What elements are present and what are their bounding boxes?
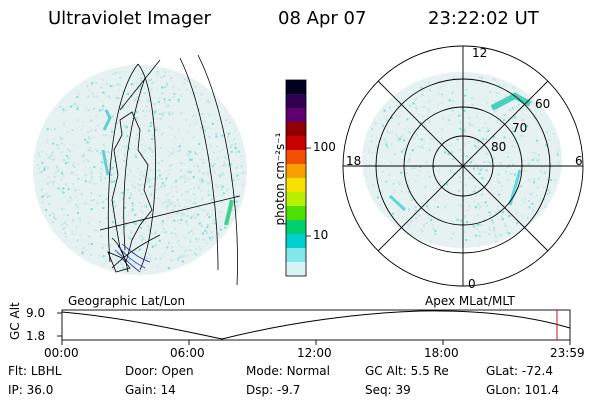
info-ip: IP: 36.0 <box>8 383 54 397</box>
colorbar-cell <box>286 94 306 109</box>
time-tick-1800: 18:00 <box>424 346 459 360</box>
terminator-lines <box>114 243 151 273</box>
time-tick-0000: 00:00 <box>44 346 79 360</box>
info-door: Door: Open <box>125 364 194 378</box>
mlt-label-12: 12 <box>472 46 488 60</box>
geographic-label: Geographic Lat/Lon <box>68 294 186 308</box>
colorbar-cell <box>286 108 306 123</box>
info-gc-alt: GC Alt: 5.5 Re <box>365 364 449 378</box>
info-flt: Flt: LBHL <box>8 364 62 378</box>
time-tick-0600: 06:00 <box>170 346 205 360</box>
altitude-plot <box>57 309 571 345</box>
lat-label-60: 60 <box>535 97 551 111</box>
geographic-grid <box>99 54 241 286</box>
alt-tick-9: 9.0 <box>26 306 46 320</box>
apex-label: Apex MLat/MLT <box>425 294 515 308</box>
colorbar-cell <box>286 220 306 235</box>
info-dsp: Dsp: -9.7 <box>246 383 301 397</box>
alt-tick-1-8: 1.8 <box>26 329 46 343</box>
coastline <box>107 111 153 273</box>
colorbar-tick-10: 10 <box>313 228 329 242</box>
time-tick-2359: 23:59 <box>550 346 585 360</box>
colorbar-cell <box>286 248 306 263</box>
colorbar-cell <box>286 150 306 165</box>
info-mode: Mode: Normal <box>246 364 330 378</box>
mlt-label-0: 0 <box>468 277 476 291</box>
lat-label-70: 70 <box>512 121 528 135</box>
info-glon: GLon: 101.4 <box>486 383 559 397</box>
colorbar-cell <box>286 178 306 193</box>
polar-plot <box>342 45 584 287</box>
date-label: 08 Apr 07 <box>278 8 367 29</box>
time-tick-1200: 12:00 <box>297 346 332 360</box>
colorbar-cell <box>286 164 306 179</box>
geographic-image <box>33 54 247 286</box>
mlt-label-6: 6 <box>575 154 583 168</box>
colorbar <box>285 79 311 277</box>
mlt-label-18: 18 <box>346 154 362 168</box>
colorbar-cell <box>286 262 306 277</box>
colorbar-unit-label: photon cm⁻²s⁻¹ <box>273 132 287 226</box>
lat-label-80: 80 <box>491 140 507 154</box>
info-gain: Gain: 14 <box>125 383 176 397</box>
colorbar-cell <box>286 206 306 221</box>
info-glat: GLat: -72.4 <box>486 364 553 378</box>
time-label: 23:22:02 UT <box>428 8 539 29</box>
colorbar-cell <box>286 122 306 137</box>
colorbar-tick-100: 100 <box>313 140 336 154</box>
instrument-title: Ultraviolet Imager <box>48 8 211 29</box>
info-seq: Seq: 39 <box>365 383 411 397</box>
colorbar-cell <box>286 136 306 151</box>
colorbar-cell <box>286 80 306 95</box>
colorbar-cell <box>286 192 306 207</box>
colorbar-cell <box>286 234 306 249</box>
gc-alt-axis-label: GC Alt <box>8 302 22 340</box>
